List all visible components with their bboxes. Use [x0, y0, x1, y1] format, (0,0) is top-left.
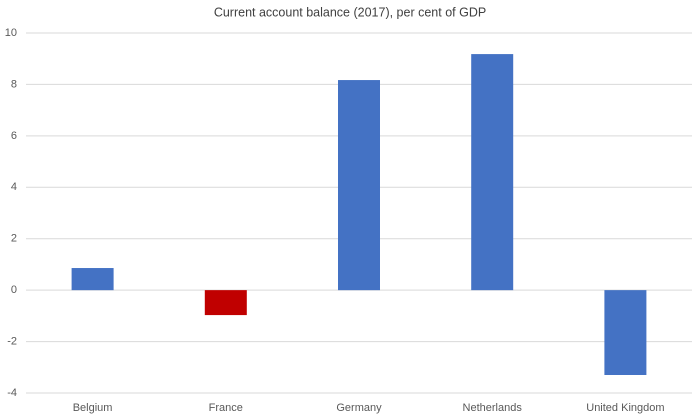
bar [604, 290, 647, 375]
y-tick-label: 6 [11, 130, 17, 142]
x-tick-label: France [209, 402, 243, 414]
y-tick-label: 2 [11, 233, 17, 245]
chart-title: Current account balance (2017), per cent… [214, 5, 486, 19]
bar [71, 268, 114, 291]
bar [204, 290, 247, 316]
bar [338, 80, 380, 291]
y-tick-label: -4 [7, 387, 17, 399]
x-tick-label: Germany [336, 402, 382, 414]
bar [471, 54, 514, 291]
x-tick-label: Netherlands [463, 402, 523, 414]
x-tick-label: United Kingdom [586, 402, 664, 414]
y-tick-label: 0 [11, 284, 17, 296]
x-tick-label: Belgium [73, 402, 113, 414]
y-tick-label: 8 [11, 78, 17, 90]
y-tick-label: -2 [7, 335, 17, 347]
y-tick-label: 4 [11, 181, 17, 193]
y-tick-label: 10 [5, 27, 17, 39]
